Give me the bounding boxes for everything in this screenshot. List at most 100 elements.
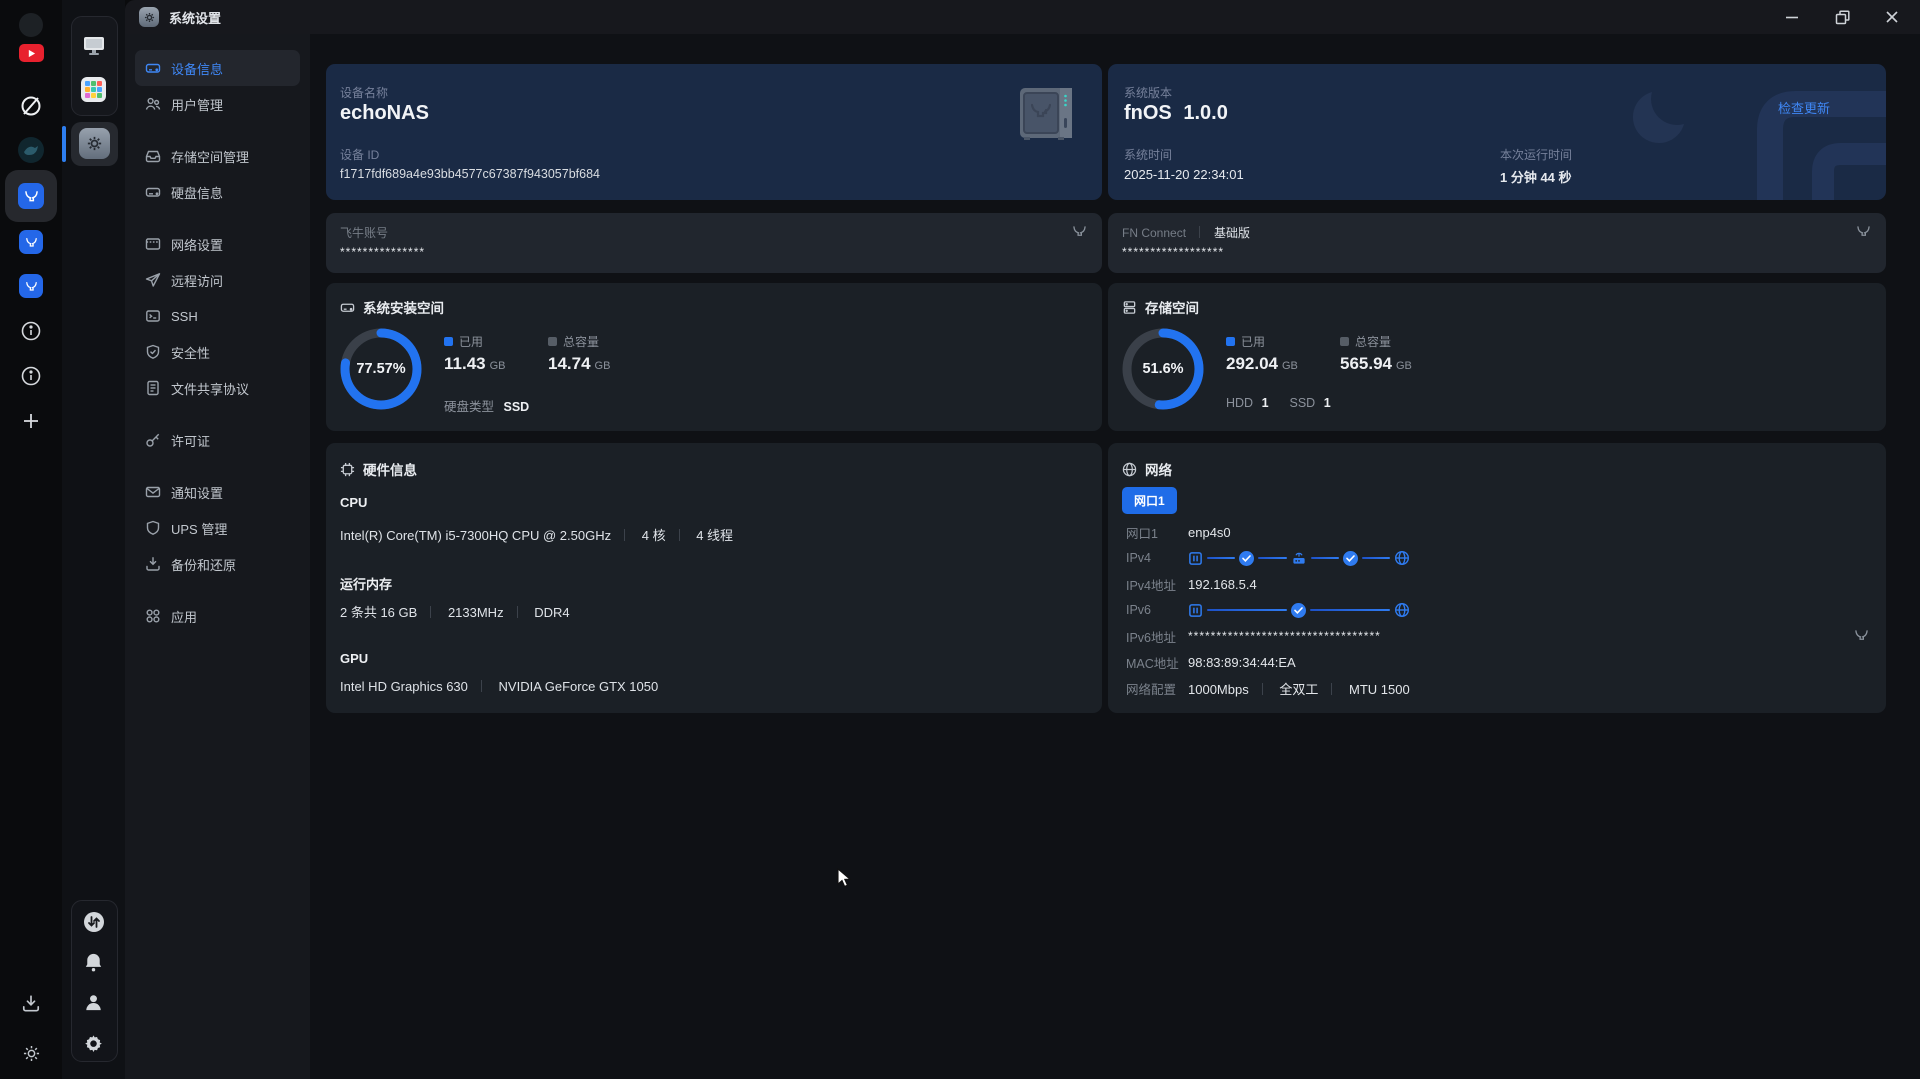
nav-item-file-sharing[interactable]: 文件共享协议 [135,370,300,406]
net-row-ipv6-address: IPv6地址 *********************************… [1126,623,1870,649]
nav-item-license[interactable]: 许可证 [135,422,300,458]
port1-tab-button[interactable]: 网口1 [1122,487,1177,514]
nas-node-icon [1189,551,1202,565]
network-title: 网络 [1145,463,1172,478]
uptime-label: 本次运行时间 [1500,148,1573,162]
nav-item-remote-access[interactable]: 远程访问 [135,262,300,298]
disk-icon [145,187,161,197]
fn-account-label: 飞牛账号 [340,226,389,240]
nav-item-notifications[interactable]: 通知设置 [135,474,300,510]
dock-settings-gear-icon[interactable] [0,1041,62,1065]
notifications-bell-icon[interactable] [62,948,125,976]
storage-stack-icon [1123,300,1136,314]
transfer-tasks-icon[interactable] [62,908,125,936]
window-titlebar: 系统设置 [125,0,1920,34]
fn-account-card[interactable]: 飞牛账号 *************** [326,213,1102,273]
key-icon [146,433,160,447]
storage-manage-icon [145,150,161,163]
fn-connect-card[interactable]: FN Connect 基础版 ****************** [1108,213,1886,273]
active-indicator-bar [62,126,66,162]
nav-item-storage-pool[interactable]: 存储空间管理 [135,138,300,174]
info-icon-2[interactable] [0,363,62,389]
system-version-value: fnOS 1.0.0 [1124,102,1228,124]
mac-address: 98:83:89:34:44:EA [1188,654,1296,670]
nav-item-backup-restore[interactable]: 备份和还原 [135,546,300,582]
hardware-chip-icon [340,462,355,476]
system-settings-window: 系统设置 设备信息 用户管理 [125,0,1920,1079]
system-version-card: 系统版本 fnOS 1.0.0 检查更新 系统时间 2025-11-20 22:… [1108,64,1886,200]
downloads-icon[interactable] [0,992,62,1016]
hardware-info-card: 硬件信息 CPU Intel(R) Core(TM) i5-7300HQ CPU… [326,443,1102,713]
storage-space-percent: 51.6% [1142,361,1184,377]
users-icon [145,97,161,110]
nas-node-icon [1189,603,1202,617]
ups-shield-icon [146,520,160,535]
strip-settings-app-active[interactable] [62,122,118,166]
check-icon [1239,550,1255,566]
storage-used-label: 已用 [1241,335,1266,349]
ipv4-address: 192.168.5.4 [1188,576,1257,592]
whale-app-icon[interactable] [0,136,62,164]
net-row-port: 网口1 enp4s0 [1126,524,1231,541]
net-row-config: 网络配置 1000Mbps 全双工 MTU 1500 [1126,681,1410,697]
ssd-label: SSD [1289,396,1316,410]
settings-nav: 设备信息 用户管理 存储空间管理 硬盘信息 网络设置 [125,34,310,1079]
fn-sync-app-icon[interactable] [0,273,62,299]
youtube-icon[interactable] [0,40,62,66]
mtu-value: MTU 1500 [1348,681,1410,697]
info-icon[interactable] [0,318,62,344]
minimize-button[interactable] [1784,9,1800,25]
install-used-label: 已用 [459,335,484,349]
net-row-mac: MAC地址 98:83:89:34:44:EA [1126,654,1296,671]
install-space-percent: 77.57% [356,361,406,377]
used-legend-swatch [1226,337,1235,346]
restore-button[interactable] [1834,9,1850,25]
install-space-drive-icon [340,303,355,312]
total-legend-swatch [548,337,557,346]
fn-connect-tier: 基础版 [1213,226,1250,240]
desktop-monitor-icon[interactable] [62,31,125,61]
check-icon [1342,550,1358,566]
remote-access-icon [145,273,161,287]
storage-total-value: 565.94 [1340,354,1392,373]
check-update-link[interactable]: 检查更新 [1777,101,1830,116]
fn-files-app-icon[interactable] [0,229,62,255]
system-install-space-card: 系统安装空间 77.57% 已用 11.43 GB 总容量 14.74 GB 硬盘类… [326,283,1102,431]
nav-item-security[interactable]: 安全性 [135,334,300,370]
backup-restore-icon [146,557,160,571]
device-id-value: f1717fdf689a4e93bb4577c67387f943057bf684 [340,167,600,181]
app-center-grid-icon[interactable] [62,74,125,104]
fn-bull-icon[interactable] [1853,629,1870,647]
add-app-icon[interactable] [0,408,62,434]
hardware-title: 硬件信息 [363,463,417,478]
nav-item-user-management[interactable]: 用户管理 [135,86,300,122]
desktop-dock [0,0,62,1079]
install-total-label: 总容量 [563,335,600,349]
nav-item-network-settings[interactable]: 网络设置 [135,226,300,262]
internet-globe-icon [1394,602,1410,618]
hdd-label: HDD [1226,396,1254,410]
storage-space-donut: 51.6% [1121,327,1205,411]
fn-app-active[interactable] [0,170,62,222]
dock-app-dimmed[interactable] [0,12,62,38]
install-total-value: 14.74 [548,354,591,373]
close-button[interactable] [1884,9,1900,25]
network-card: 网络 网口1 网口1 enp4s0 IPv4 [1108,443,1886,713]
window-title: 系统设置 [169,10,222,26]
user-account-icon[interactable] [62,988,125,1016]
nav-item-device-info[interactable]: 设备信息 [135,50,300,86]
nav-item-ssh[interactable]: SSH [135,298,300,334]
apps-icon [146,609,160,623]
nav-item-apps[interactable]: 应用 [135,598,300,634]
tray-settings-gear-icon[interactable] [62,1028,125,1056]
install-used-value: 11.43 [444,354,486,373]
nav-item-disk-info[interactable]: 硬盘信息 [135,174,300,210]
port-interface-name: enp4s0 [1188,524,1231,540]
system-version-label: 系统版本 [1124,86,1173,100]
system-time-label: 系统时间 [1124,148,1173,162]
install-space-title: 系统安装空间 [363,301,444,316]
nav-item-ups[interactable]: UPS 管理 [135,510,300,546]
system-time-value: 2025-11-20 22:34:01 [1124,167,1244,182]
storage-used-value: 292.04 [1226,354,1278,373]
browser-compass-icon[interactable] [0,92,62,120]
